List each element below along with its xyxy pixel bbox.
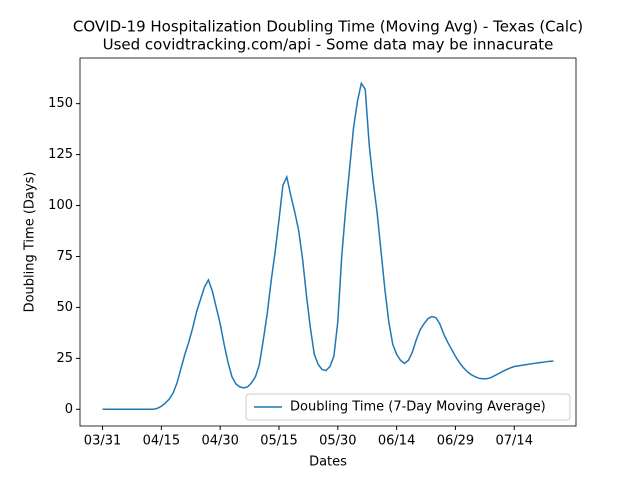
y-tick-label: 75	[56, 249, 73, 264]
x-tick-label: 05/30	[319, 434, 356, 449]
x-tick-label: 07/14	[496, 434, 533, 449]
data-line	[102, 81, 554, 411]
x-tick-label: 06/14	[378, 434, 415, 449]
x-tick-label: 05/15	[260, 434, 297, 449]
chart-title: COVID-19 Hospitalization Doubling Time (…	[73, 18, 583, 36]
y-tick-label: 25	[56, 351, 73, 366]
y-tick-label: 50	[56, 300, 73, 315]
x-axis-label: Dates	[309, 455, 347, 470]
x-tick-label: 04/30	[201, 434, 238, 449]
y-tick-label: 0	[65, 402, 73, 417]
legend-box	[245, 393, 571, 421]
chart-subtitle: Used covidtracking.com/api - Some data m…	[103, 36, 554, 54]
x-tick-label: 04/15	[143, 434, 180, 449]
x-tick-label: 03/31	[84, 434, 121, 449]
x-tick-label: 06/29	[437, 434, 474, 449]
legend-label: Doubling Time (7-Day Moving Average)	[290, 400, 546, 415]
y-tick-label: 100	[48, 198, 73, 213]
y-axis-label: Doubling Time (Days)	[23, 172, 38, 313]
y-tick-label: 125	[48, 147, 73, 162]
y-tick-label: 150	[48, 96, 73, 111]
plot-frame	[79, 57, 577, 427]
